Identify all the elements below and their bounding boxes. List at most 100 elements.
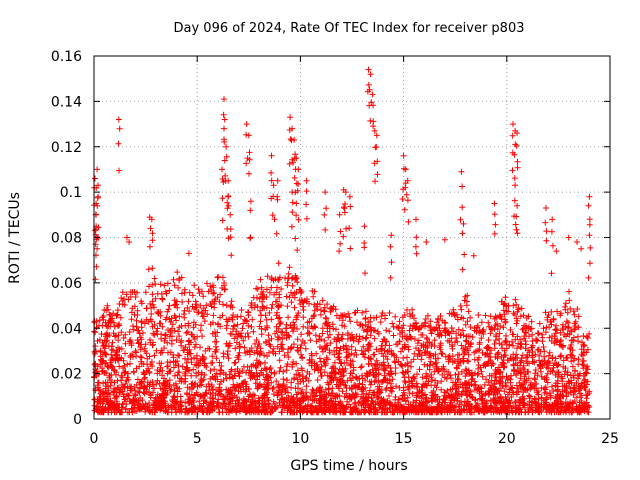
data-point: [227, 234, 234, 241]
data-point: [284, 361, 291, 367]
data-point: [119, 289, 126, 296]
data-point: [312, 332, 319, 339]
data-point: [308, 323, 315, 330]
data-point: [453, 330, 460, 337]
data-point: [359, 309, 366, 316]
data-point: [291, 376, 297, 383]
data-point: [317, 389, 324, 396]
data-point: [342, 382, 349, 389]
data-point: [261, 392, 268, 398]
data-point: [329, 390, 336, 397]
data-point: [567, 305, 574, 312]
data-point: [213, 355, 220, 362]
data-point: [513, 213, 520, 220]
data-point: [368, 400, 375, 407]
data-point: [178, 274, 185, 281]
data-point: [264, 324, 271, 331]
data-point: [116, 125, 123, 132]
data-point: [346, 225, 353, 232]
data-point: [520, 402, 527, 409]
data-point: [291, 404, 298, 411]
data-point: [497, 323, 504, 330]
data-point: [142, 289, 149, 296]
data-point: [513, 372, 520, 379]
data-point: [533, 337, 540, 344]
data-point: [508, 372, 515, 379]
data-point: [326, 379, 333, 386]
data-point: [522, 329, 529, 336]
data-point: [339, 388, 346, 395]
data-point: [337, 228, 344, 235]
data-point: [498, 341, 505, 348]
data-point: [179, 290, 185, 297]
data-point: [330, 377, 337, 384]
data-point: [431, 325, 437, 332]
data-point: [127, 360, 133, 367]
data-point: [248, 363, 255, 370]
data-point: [247, 198, 254, 205]
data-point: [276, 334, 283, 341]
data-point: [177, 401, 183, 408]
data-point: [272, 330, 279, 337]
data-point: [226, 374, 233, 381]
data-point: [377, 319, 384, 326]
data-point: [274, 196, 281, 203]
data-point: [333, 338, 340, 345]
data-point: [421, 319, 428, 326]
data-point: [402, 166, 409, 173]
data-point: [248, 323, 255, 330]
data-point: [353, 351, 360, 358]
data-point: [437, 340, 444, 347]
data-point: [149, 230, 156, 237]
data-point: [274, 392, 281, 399]
data-point: [205, 345, 211, 352]
data-point: [174, 269, 181, 276]
data-point: [489, 360, 496, 367]
data-point: [459, 384, 466, 391]
data-point: [467, 324, 474, 330]
data-point: [506, 341, 513, 348]
data-point: [160, 401, 167, 408]
data-point: [335, 354, 342, 361]
data-point: [211, 375, 218, 381]
data-point: [485, 379, 492, 386]
data-point: [275, 260, 282, 267]
data-point: [132, 391, 139, 397]
data-point: [528, 384, 535, 391]
data-point: [201, 360, 208, 367]
data-point: [204, 280, 210, 287]
data-point: [171, 297, 178, 304]
data-point: [358, 363, 365, 370]
data-point: [518, 355, 525, 362]
data-point: [151, 397, 158, 404]
data-point: [323, 315, 330, 322]
data-point: [360, 385, 367, 392]
data-point: [292, 235, 299, 242]
data-point: [128, 340, 135, 347]
data-point: [447, 399, 454, 406]
data-point: [419, 384, 426, 391]
data-point: [351, 401, 358, 407]
data-point: [474, 386, 480, 393]
data-point: [358, 409, 365, 416]
data-point: [311, 312, 318, 319]
data-point: [100, 390, 106, 397]
data-point: [389, 320, 396, 327]
data-point: [216, 298, 223, 305]
data-point: [272, 350, 279, 357]
data-point: [404, 394, 411, 401]
data-point: [348, 343, 355, 350]
data-point: [554, 405, 561, 412]
data-point: [249, 304, 255, 311]
data-point: [231, 335, 238, 342]
data-point: [94, 382, 101, 389]
data-point: [540, 397, 547, 404]
data-point: [461, 349, 468, 356]
data-point: [387, 371, 394, 378]
data-point: [159, 367, 166, 374]
data-point: [513, 382, 520, 389]
data-point: [340, 204, 347, 211]
data-point: [538, 385, 545, 392]
data-point: [250, 294, 257, 301]
data-point: [401, 206, 408, 213]
